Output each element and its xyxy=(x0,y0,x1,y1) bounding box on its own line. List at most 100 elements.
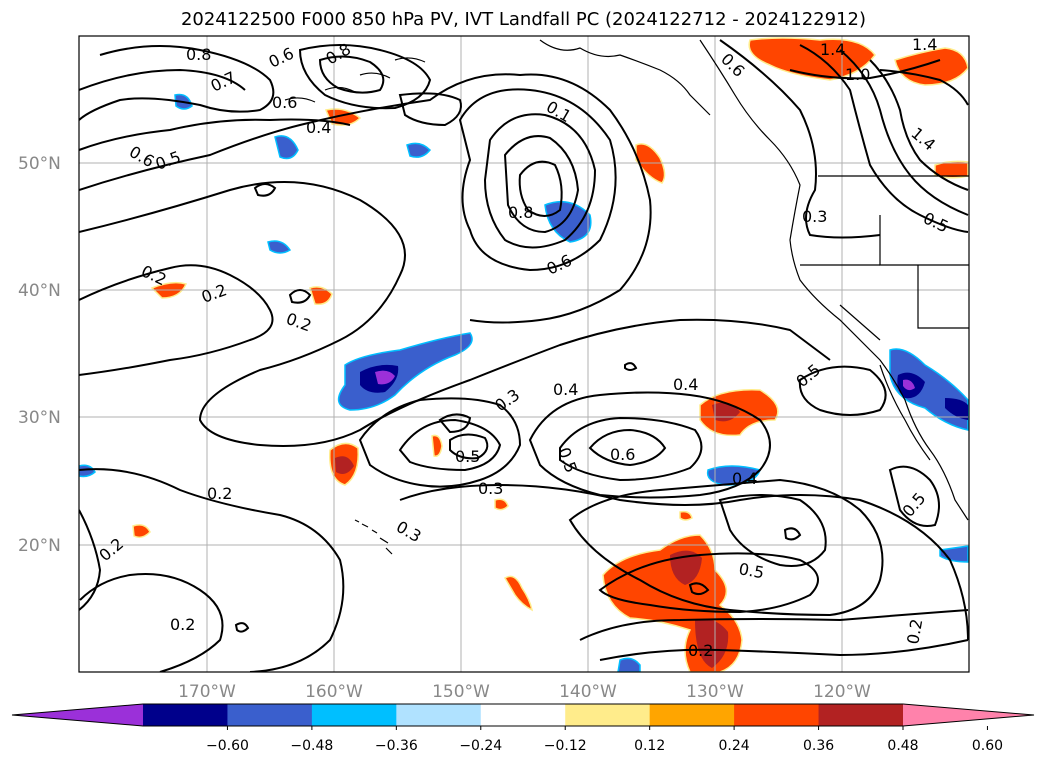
longitude-label: 170°W xyxy=(178,682,236,702)
state-border xyxy=(839,304,881,341)
latitude-label: 20°N xyxy=(18,536,61,556)
contour-label: 0.2 xyxy=(207,484,232,503)
longitude-labels: 170°W 160°W 150°W 140°W 130°W 120°W xyxy=(178,682,871,702)
positive-pv-core xyxy=(335,456,354,474)
contour-label: 0.3 xyxy=(478,479,503,498)
contour-line xyxy=(483,113,597,249)
negative-pv-region xyxy=(267,240,292,254)
positive-pv-core xyxy=(695,618,729,668)
contour-label: 0.8 xyxy=(508,203,533,222)
colorbar-swatch xyxy=(143,704,228,726)
contour-label: 0.4 xyxy=(306,118,331,137)
contour-line xyxy=(598,552,819,614)
positive-pv-region xyxy=(132,524,151,539)
contour-line xyxy=(358,397,522,488)
hawaii-islands xyxy=(354,519,393,555)
negative-pv-region xyxy=(274,135,299,160)
contour-line xyxy=(518,160,563,217)
longitude-label: 120°W xyxy=(813,682,871,702)
colorbar-swatch xyxy=(734,704,820,726)
colorbar: −0.60 −0.48 −0.36 −0.24 −0.12 0.12 0.24 0.36 0.4… xyxy=(11,703,1035,754)
map-background xyxy=(79,36,969,672)
contour-line xyxy=(79,118,351,151)
contour-line xyxy=(458,88,617,272)
contour-label: 0.2 xyxy=(903,617,926,645)
contour-line xyxy=(719,39,881,239)
colorbar-tick-label: −0.48 xyxy=(290,738,333,754)
contour-line xyxy=(798,365,887,416)
contour-label: 0.8 xyxy=(186,45,211,64)
negative-pv-core xyxy=(945,398,968,420)
colorbar-swatch xyxy=(565,704,651,726)
north-america-coastline xyxy=(699,39,969,521)
graticule xyxy=(79,36,969,672)
map-content: 0.8 0.7 0.6 0.8 0.6 0.4 0.6 0.5 0.1 0.8 … xyxy=(79,35,969,672)
colorbar-swatch xyxy=(311,704,397,726)
contour-line xyxy=(588,428,667,467)
pv-shading xyxy=(79,37,969,672)
positive-pv-region xyxy=(894,47,969,86)
colorbar-tick-label: 0.48 xyxy=(887,738,918,754)
contour-line xyxy=(79,73,652,324)
colorbar-swatch xyxy=(818,704,904,726)
colorbar-extend-low xyxy=(12,704,143,726)
contour-label: 1.4 xyxy=(912,35,937,54)
contour-line xyxy=(398,418,502,472)
negative-pv-peak xyxy=(903,379,915,391)
positive-pv-region xyxy=(503,575,534,612)
colorbar-tick-label: 0.36 xyxy=(803,738,834,754)
contour-line xyxy=(79,468,345,672)
contour-line xyxy=(718,494,827,567)
contour-line xyxy=(79,181,831,447)
baja-coastline xyxy=(879,364,931,461)
colorbar-tick-label: −0.60 xyxy=(206,738,249,754)
contour-line xyxy=(79,264,274,376)
map-frame xyxy=(78,35,970,673)
positive-pv-region xyxy=(494,498,509,511)
contour-line xyxy=(234,622,250,633)
contour-line xyxy=(888,465,940,527)
colorbar-tick-label: 0.12 xyxy=(634,738,665,754)
contour-line xyxy=(79,509,102,611)
contour-label: 0.5 xyxy=(737,559,765,582)
contour-line xyxy=(79,68,246,91)
positive-pv-region xyxy=(431,434,443,458)
contour-line xyxy=(599,639,969,661)
contour-line xyxy=(624,362,638,371)
contour-label: 1.0 xyxy=(845,65,870,84)
contour-line xyxy=(318,55,385,94)
negative-pv-peak xyxy=(375,370,395,385)
contour-label: 1.4 xyxy=(820,40,845,59)
aleutian-coastline xyxy=(284,57,426,103)
colorbar-swatch xyxy=(396,704,482,726)
contour-line xyxy=(438,413,472,434)
colorbar-swatch xyxy=(649,704,735,726)
contour-line xyxy=(79,45,275,121)
colorbar-tick-label: −0.12 xyxy=(544,738,587,754)
contour-line xyxy=(298,44,432,110)
colorbar-outline xyxy=(11,703,1035,727)
positive-pv-region xyxy=(309,286,333,306)
contour-line xyxy=(799,44,969,233)
colorbar-tick-label: 0.24 xyxy=(719,738,750,754)
contour-line xyxy=(579,609,969,641)
contour-line xyxy=(253,183,277,197)
positive-pv-core xyxy=(670,550,702,585)
contour-line xyxy=(79,573,224,672)
longitude-label: 130°W xyxy=(686,682,744,702)
negative-pv-region xyxy=(406,142,432,158)
contour-line xyxy=(503,135,580,234)
negative-pv-region xyxy=(617,657,641,672)
pv-contours xyxy=(79,39,969,672)
longitude-label: 160°W xyxy=(305,682,363,702)
contour-line xyxy=(399,483,969,641)
contour-line xyxy=(449,433,489,460)
contour-label: 0.6 xyxy=(272,93,297,112)
contour-line xyxy=(783,527,802,541)
state-border xyxy=(917,265,969,329)
negative-pv-region xyxy=(79,464,96,478)
colorbar-swatch xyxy=(227,704,313,726)
colorbar-tick-label: −0.36 xyxy=(375,738,418,754)
contour-line xyxy=(869,59,969,191)
